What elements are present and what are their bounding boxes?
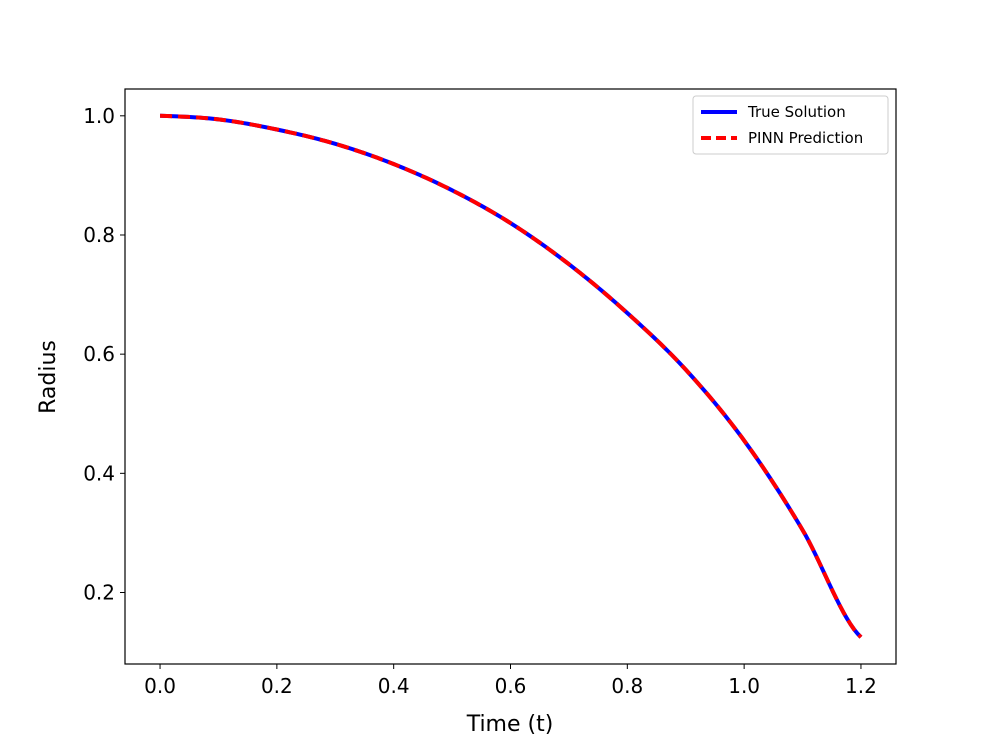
x-tick-label: 0.6 bbox=[495, 674, 527, 698]
series-line-pinn-prediction bbox=[159, 113, 863, 639]
legend-label-pinn-prediction: PINN Prediction bbox=[748, 129, 863, 147]
x-tick-label: 0.4 bbox=[378, 674, 410, 698]
plot-frame bbox=[124, 88, 897, 665]
x-tick-label: 0.2 bbox=[261, 674, 293, 698]
y-tick-label: 0.6 bbox=[83, 342, 115, 366]
legend-label-true-solution: True Solution bbox=[747, 103, 846, 121]
y-tick-label: 0.8 bbox=[83, 223, 115, 247]
plot-lines bbox=[159, 113, 863, 639]
y-tick-label: 0.4 bbox=[83, 461, 115, 485]
y-axis: 0.2 0.4 0.6 0.8 1.0 bbox=[83, 104, 125, 604]
x-tick-label: 0.0 bbox=[144, 674, 176, 698]
x-tick-label: 1.2 bbox=[845, 674, 877, 698]
legend: True Solution PINN Prediction bbox=[692, 95, 889, 155]
y-tick-label: 1.0 bbox=[83, 104, 115, 128]
x-tick-label: 1.0 bbox=[728, 674, 760, 698]
x-axis: 0.0 0.2 0.4 0.6 0.8 1.0 1.2 bbox=[144, 664, 877, 698]
y-tick-label: 0.2 bbox=[83, 580, 115, 604]
legend-box bbox=[692, 95, 889, 155]
x-axis-label: Time (t) bbox=[466, 712, 554, 737]
series-line-true-solution bbox=[159, 113, 863, 639]
y-axis-label: Radius bbox=[36, 340, 61, 414]
x-tick-label: 0.8 bbox=[611, 674, 643, 698]
